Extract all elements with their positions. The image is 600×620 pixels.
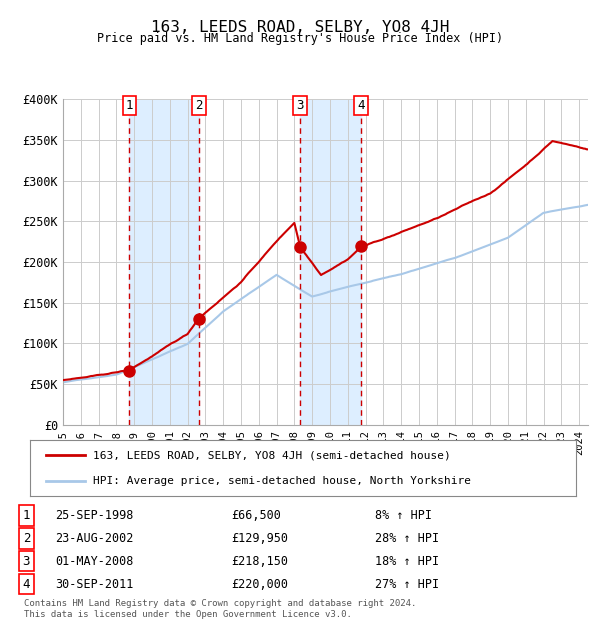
Text: Price paid vs. HM Land Registry's House Price Index (HPI): Price paid vs. HM Land Registry's House …: [97, 32, 503, 45]
Text: 3: 3: [23, 555, 30, 568]
Text: 30-SEP-2011: 30-SEP-2011: [55, 578, 134, 591]
Text: 25-SEP-1998: 25-SEP-1998: [55, 509, 134, 522]
Text: £129,950: £129,950: [231, 532, 288, 545]
Text: 27% ↑ HPI: 27% ↑ HPI: [375, 578, 439, 591]
Text: 18% ↑ HPI: 18% ↑ HPI: [375, 555, 439, 568]
Text: £218,150: £218,150: [231, 555, 288, 568]
Text: 23-AUG-2002: 23-AUG-2002: [55, 532, 134, 545]
Text: 4: 4: [23, 578, 30, 591]
Text: 2: 2: [23, 532, 30, 545]
Text: 1: 1: [23, 509, 30, 522]
Text: £66,500: £66,500: [231, 509, 281, 522]
Text: 163, LEEDS ROAD, SELBY, YO8 4JH (semi-detached house): 163, LEEDS ROAD, SELBY, YO8 4JH (semi-de…: [93, 450, 451, 460]
Text: 3: 3: [296, 99, 304, 112]
Text: 8% ↑ HPI: 8% ↑ HPI: [375, 509, 432, 522]
Text: 2: 2: [195, 99, 203, 112]
Bar: [130, 99, 199, 425]
Text: 1: 1: [125, 99, 133, 112]
Text: 163, LEEDS ROAD, SELBY, YO8 4JH: 163, LEEDS ROAD, SELBY, YO8 4JH: [151, 20, 449, 35]
Bar: [300, 99, 361, 425]
Text: 01-MAY-2008: 01-MAY-2008: [55, 555, 134, 568]
Text: HPI: Average price, semi-detached house, North Yorkshire: HPI: Average price, semi-detached house,…: [93, 476, 471, 486]
Text: 4: 4: [358, 99, 365, 112]
Text: £220,000: £220,000: [231, 578, 288, 591]
Text: 28% ↑ HPI: 28% ↑ HPI: [375, 532, 439, 545]
Text: Contains HM Land Registry data © Crown copyright and database right 2024.
This d: Contains HM Land Registry data © Crown c…: [24, 600, 416, 619]
